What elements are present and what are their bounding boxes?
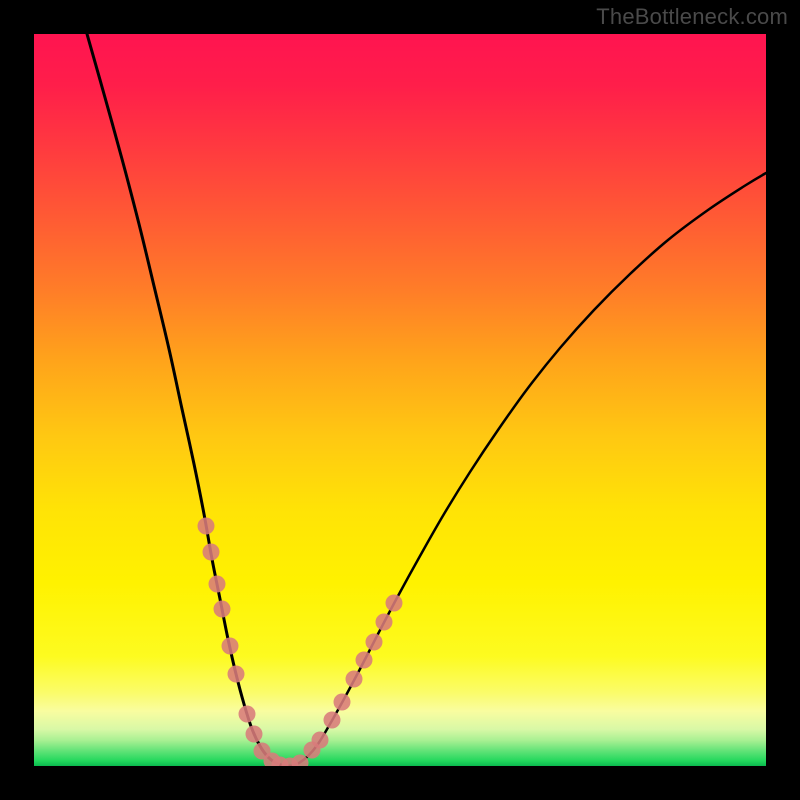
marker-dot bbox=[214, 601, 231, 618]
left-curve bbox=[87, 34, 284, 766]
marker-dot bbox=[246, 726, 263, 743]
scatter-markers bbox=[198, 518, 403, 767]
marker-dot bbox=[356, 652, 373, 669]
marker-dot bbox=[312, 732, 329, 749]
marker-dot bbox=[209, 576, 226, 593]
marker-dot bbox=[386, 595, 403, 612]
right-curve bbox=[292, 173, 766, 766]
marker-dot bbox=[334, 694, 351, 711]
chart-svg bbox=[34, 34, 766, 766]
watermark-text: TheBottleneck.com bbox=[596, 4, 788, 30]
marker-dot bbox=[203, 544, 220, 561]
marker-dot bbox=[376, 614, 393, 631]
marker-dot bbox=[324, 712, 341, 729]
marker-dot bbox=[222, 638, 239, 655]
marker-dot bbox=[198, 518, 215, 535]
plot-area bbox=[34, 34, 766, 766]
marker-dot bbox=[292, 755, 309, 767]
marker-dot bbox=[366, 634, 383, 651]
marker-dot bbox=[228, 666, 245, 683]
marker-dot bbox=[239, 706, 256, 723]
marker-dot bbox=[346, 671, 363, 688]
